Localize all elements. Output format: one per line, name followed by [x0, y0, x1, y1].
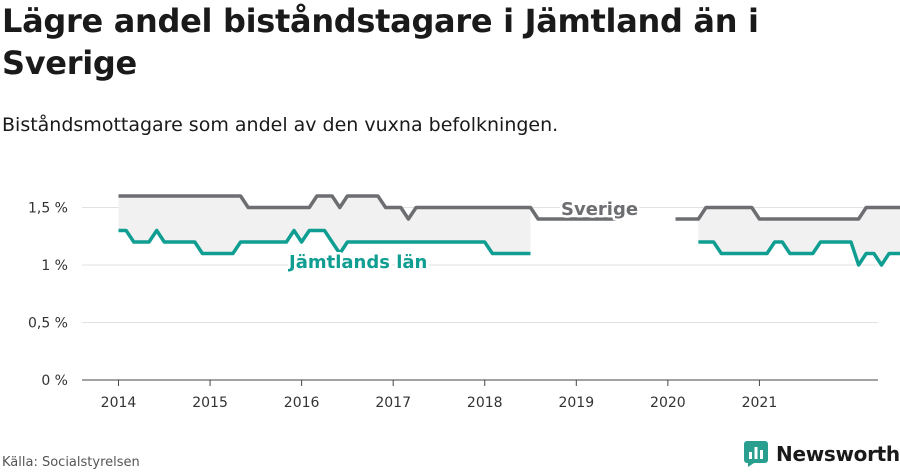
y-tick-label: 1,5 %: [28, 201, 68, 217]
y-tick-label: 0 %: [41, 373, 68, 389]
x-tick-label: 2021: [742, 395, 778, 411]
brand-name: Newsworthy: [776, 442, 900, 466]
x-tick-label: 2019: [558, 395, 594, 411]
x-tick-label: 2016: [284, 395, 320, 411]
series-label-jamtland: Jämtlands län: [287, 252, 427, 273]
source-note: Källa: Socialstyrelsen: [2, 455, 140, 470]
page-title: Lägre andel biståndstagare i Jämtland än…: [2, 2, 759, 82]
x-tick-label: 2020: [650, 395, 686, 411]
y-tick-label: 1 %: [41, 258, 68, 274]
newsworthy-logo-icon: [744, 441, 768, 467]
page-subtitle: Biståndsmottagare som andel av den vuxna…: [2, 114, 559, 136]
brand-logo: Newsworthy: [744, 441, 900, 467]
series-line-jamtland: [118, 228, 900, 267]
chart-labels: 0 % 0,5 % 1 % 1,5 % 2014 2015 2016 2017 2018 2019…: [28, 197, 778, 412]
x-tick-label: 2015: [192, 395, 228, 411]
series-line-sverige: [118, 194, 900, 221]
series-label-sverige: Sverige: [561, 199, 638, 220]
x-tick-label: 2018: [467, 395, 503, 411]
x-tick-label: 2017: [375, 395, 411, 411]
series-lines: [118, 194, 900, 267]
difference-band: [118, 196, 900, 265]
x-tick-label: 2014: [101, 395, 137, 411]
y-tick-label: 0,5 %: [28, 316, 68, 332]
